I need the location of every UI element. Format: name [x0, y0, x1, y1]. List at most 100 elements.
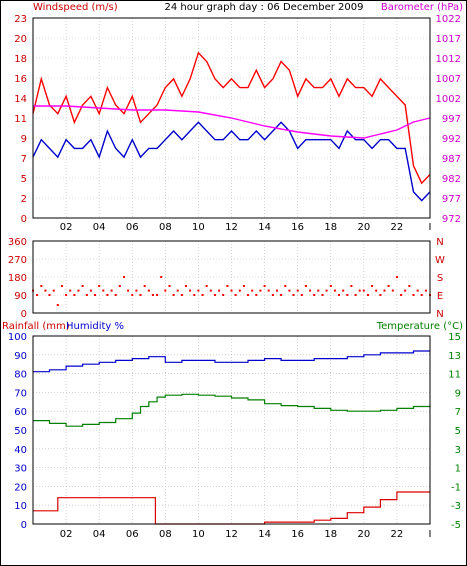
- p1-xtick-7: 16: [291, 222, 304, 233]
- p1-xtick-2: 06: [126, 222, 139, 233]
- p1-xtick-6: 14: [258, 222, 271, 233]
- temperature-tick-9: 13: [448, 351, 461, 362]
- direction-point: [81, 285, 84, 287]
- direction-point: [259, 289, 262, 292]
- direction-point: [304, 285, 307, 287]
- direction-point: [350, 285, 353, 287]
- windspeed-tick-8: 18: [14, 54, 27, 65]
- direction-point: [346, 294, 349, 296]
- barometer-tick-1: 977: [442, 194, 461, 205]
- compass-label-3: E: [437, 291, 443, 302]
- humidity-tick-5: 50: [14, 426, 27, 437]
- direction-point: [151, 294, 154, 296]
- p3-xtick-8: 18: [324, 529, 337, 540]
- windspeed-plot-frame: [32, 17, 431, 219]
- gust-series-line: [32, 51, 431, 185]
- direction-point: [276, 289, 278, 292]
- direction-point: [424, 289, 427, 292]
- temperature-tick-3: 1: [455, 464, 461, 475]
- direction-point: [123, 276, 125, 278]
- direction-point: [400, 294, 403, 296]
- p1-xtick-0: 02: [60, 222, 73, 233]
- direction-point: [371, 285, 374, 287]
- p3-xtick-5: 12: [225, 529, 238, 540]
- direction-point: [52, 289, 55, 292]
- direction-point: [180, 294, 183, 296]
- windspeed-tick-10: 23: [14, 14, 27, 25]
- humidity-tick-0: 0: [21, 520, 27, 531]
- temperature-tick-0: -5: [451, 520, 461, 531]
- direction-plot-frame: [32, 240, 431, 314]
- direction-point: [73, 294, 76, 296]
- temperature-tick-8: 11: [448, 370, 461, 381]
- windspeed-tick-2: 5: [21, 174, 27, 185]
- direction-point: [48, 294, 51, 296]
- humidity-series-line: [33, 350, 430, 373]
- direction-point: [420, 294, 423, 296]
- direction-point: [98, 285, 101, 287]
- windspeed-tick-5: 11: [14, 114, 27, 125]
- direction-point: [288, 289, 291, 292]
- direction-point: [408, 285, 411, 287]
- direction-point: [395, 276, 398, 278]
- windspeed-axis-title: Windspeed (m/s): [33, 2, 118, 13]
- direction-point: [226, 285, 229, 287]
- p3-xtick-11: I: [429, 529, 432, 540]
- direction-point: [118, 285, 121, 287]
- barometer-axis-title: Barometer (hPa): [381, 2, 463, 13]
- p1-xtick-1: 04: [93, 222, 106, 233]
- windspeed-tick-7: 16: [14, 74, 27, 85]
- barometer-tick-0: 972: [442, 214, 461, 225]
- direction-point: [375, 289, 378, 292]
- compass-label-2: S: [437, 273, 443, 284]
- windspeed-tick-9: 20: [14, 34, 27, 45]
- temperature-axis-title: Temperature (°C): [376, 321, 463, 332]
- p3-xtick-2: 06: [126, 529, 139, 540]
- temperature-tick-5: 5: [455, 426, 461, 437]
- humidity-tick-7: 70: [14, 388, 27, 399]
- p3-xtick-1: 04: [93, 529, 106, 540]
- direction-point: [416, 289, 419, 292]
- direction-point: [404, 289, 407, 292]
- direction-point: [205, 285, 208, 287]
- temperature-tick-7: 9: [455, 388, 461, 399]
- humidity-plot-frame: [32, 335, 431, 525]
- windspeed-tick-3: 7: [21, 154, 27, 165]
- barometer-tick-10: 1022: [436, 14, 461, 25]
- direction-point: [358, 289, 361, 292]
- p3-xtick-6: 14: [258, 529, 271, 540]
- direction-point: [185, 285, 187, 287]
- chart-title: 24 hour graph day : 06 December 2009: [165, 2, 364, 13]
- direction-point: [300, 294, 303, 296]
- p1-xtick-5: 12: [225, 222, 238, 233]
- direction-point: [325, 289, 328, 292]
- direction-point: [209, 289, 212, 292]
- direction-point: [321, 294, 324, 296]
- direction-point: [106, 294, 109, 296]
- direction-point: [56, 304, 59, 306]
- direction-point: [309, 289, 312, 292]
- barometer-series-line: [33, 105, 431, 139]
- direction-point: [139, 294, 142, 296]
- rainfall-axis-title: Rainfall (mm): [2, 321, 70, 332]
- direction-point: [114, 294, 117, 296]
- direction-point: [172, 294, 175, 296]
- direction-point: [387, 285, 390, 287]
- direction-point: [214, 294, 216, 296]
- p3-xtick-9: 20: [357, 529, 370, 540]
- direction-point: [412, 294, 415, 296]
- direction-point: [367, 294, 369, 296]
- direction-point: [317, 289, 320, 292]
- direction-point: [218, 289, 221, 292]
- direction-point: [156, 294, 159, 296]
- humidity-axis-title: Humidity %: [66, 321, 124, 332]
- direction-tick-4: 360: [8, 237, 27, 248]
- direction-point: [189, 289, 192, 292]
- direction-point: [85, 294, 88, 296]
- direction-point: [40, 285, 43, 287]
- direction-point: [234, 294, 237, 296]
- direction-point: [354, 294, 357, 296]
- compass-label-0: N: [436, 237, 443, 248]
- barometer-tick-4: 992: [442, 134, 461, 145]
- barometer-tick-8: 1012: [436, 54, 461, 65]
